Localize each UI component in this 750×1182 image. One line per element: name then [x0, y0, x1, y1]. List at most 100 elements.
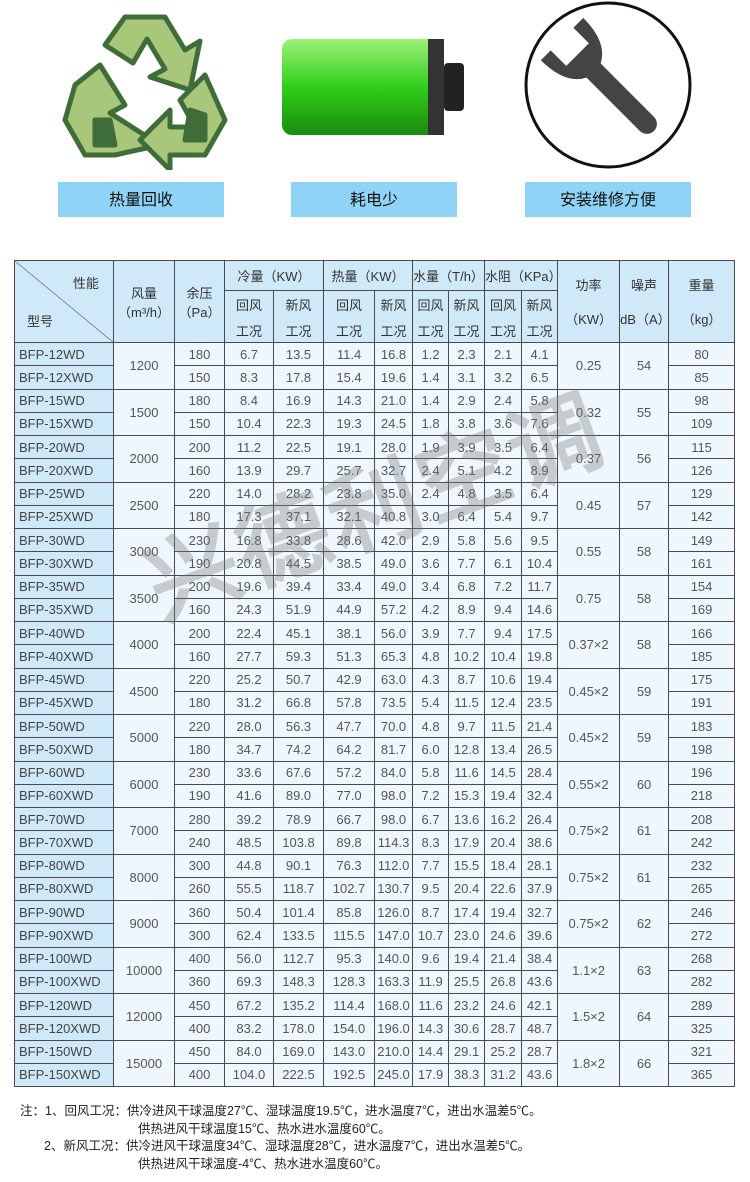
cell-pressure: 220 — [174, 481, 225, 506]
cell-heating-fresh: 168.0 — [374, 992, 414, 1018]
cell-water-return: 1.8 — [412, 411, 450, 437]
cell-water-fresh: 11.6 — [448, 760, 486, 785]
cell-water-return: 6.0 — [412, 737, 450, 762]
cell-resistance-fresh: 38.6 — [521, 830, 559, 855]
cell-model: BFP-25XWD — [14, 504, 114, 530]
cell-cooling-return: 13.9 — [224, 458, 274, 483]
cell-resistance-fresh: 9.5 — [521, 527, 559, 553]
cell-cooling-return: 25.2 — [224, 667, 274, 692]
table-row: BFP-80XWD 260 55.5 118.7 102.7 130.7 9.5 20.4 22… — [14, 876, 736, 902]
note-line: 2、新风工况：供冷进风干球温度34℃、湿球温度28℃，进水温度7℃，进出水温差5… — [44, 1139, 531, 1153]
cell-resistance-fresh: 8.9 — [521, 458, 559, 483]
cell-weight: 198 — [668, 737, 736, 762]
cell-resistance-return: 4.2 — [484, 458, 523, 483]
cell-model: BFP-60XWD — [14, 783, 114, 809]
cell-cooling-return: 62.4 — [224, 923, 274, 948]
header-cooling: 冷量（KW） — [223, 260, 325, 291]
cell-model: BFP-35XWD — [14, 597, 114, 623]
cell-cooling-fresh: 44.5 — [272, 551, 325, 576]
cell-resistance-fresh: 28.4 — [521, 760, 559, 785]
cell-heating-return: 192.5 — [323, 1062, 376, 1088]
cell-cooling-fresh: 28.2 — [272, 481, 325, 506]
cell-water-return: 4.3 — [412, 667, 450, 692]
cell-model: BFP-40WD — [14, 620, 114, 646]
cell-cooling-fresh: 13.5 — [272, 341, 325, 367]
cell-airflow: 10000 — [113, 946, 175, 994]
cell-noise: 62 — [619, 900, 670, 948]
cell-cooling-return: 84.0 — [224, 1039, 274, 1064]
cell-resistance-return: 2.1 — [484, 341, 523, 367]
cell-cooling-return: 28.0 — [224, 713, 274, 739]
table-row: BFP-35XWD 160 24.3 51.9 44.9 57.2 4.2 8.9 9.4 14.… — [14, 597, 736, 623]
cell-water-fresh: 3.1 — [448, 365, 486, 390]
cell-water-fresh: 17.4 — [448, 899, 486, 925]
cell-pressure: 160 — [174, 644, 225, 669]
cell-weight: 109 — [668, 411, 736, 437]
header-fresh-air-condition: 工况 — [374, 318, 414, 343]
cell-airflow: 4000 — [113, 621, 175, 669]
cell-power: 0.75×2 — [557, 900, 621, 948]
cell-resistance-fresh: 5.8 — [521, 388, 559, 413]
cell-model: BFP-80XWD — [14, 876, 114, 902]
cell-resistance-return: 3.5 — [484, 481, 523, 506]
cell-cooling-return: 55.5 — [224, 876, 274, 902]
table-row: BFP-100XWD 360 69.3 148.3 128.3 163.3 11.9 25.5… — [14, 969, 736, 995]
cell-heating-return: 38.1 — [323, 620, 376, 646]
cell-power: 0.25 — [557, 342, 621, 390]
cell-resistance-fresh: 17.5 — [521, 620, 559, 646]
cell-weight: 208 — [668, 806, 736, 832]
cell-heating-fresh: 130.7 — [374, 876, 414, 902]
header-return-air: 回风 — [484, 290, 523, 319]
cell-cooling-return: 69.3 — [224, 969, 274, 995]
cell-water-return: 8.3 — [412, 830, 450, 855]
cell-weight: 183 — [668, 713, 736, 739]
cell-model: BFP-25WD — [14, 481, 114, 506]
cell-heating-fresh: 56.0 — [374, 620, 414, 646]
header-pressure: 余压 （Pa） — [174, 260, 225, 343]
cell-water-return: 2.4 — [412, 458, 450, 483]
cell-water-fresh: 38.3 — [448, 1062, 486, 1088]
cell-resistance-return: 19.4 — [484, 783, 523, 809]
cell-model: BFP-30WD — [14, 527, 114, 553]
table-body: BFP-12WD 1200 180 6.7 13.5 11.4 16.8 1.2 2.3 2.1 4… — [14, 341, 736, 1088]
cell-water-fresh: 9.7 — [448, 713, 486, 739]
cell-pressure: 190 — [174, 783, 225, 809]
cell-water-fresh: 13.6 — [448, 806, 486, 832]
cell-pressure: 450 — [174, 1039, 225, 1064]
cell-cooling-return: 83.2 — [224, 1016, 274, 1041]
cell-heating-fresh: 98.0 — [374, 806, 414, 832]
cell-model: BFP-120XWD — [14, 1016, 114, 1041]
cell-model: BFP-90XWD — [14, 923, 114, 948]
cell-heating-fresh: 28.0 — [374, 434, 414, 460]
cell-resistance-return: 26.8 — [484, 969, 523, 995]
cell-weight: 169 — [668, 597, 736, 623]
cell-cooling-fresh: 112.7 — [272, 946, 325, 971]
cell-model: BFP-120WD — [14, 992, 114, 1018]
cell-model: BFP-50WD — [14, 713, 114, 739]
cell-weight: 321 — [668, 1039, 736, 1064]
cell-water-fresh: 25.5 — [448, 969, 486, 995]
cell-heating-return: 66.7 — [323, 806, 376, 832]
cell-heating-return: 15.4 — [323, 365, 376, 390]
cell-heating-fresh: 73.5 — [374, 690, 414, 716]
cell-heating-fresh: 196.0 — [374, 1016, 414, 1041]
cell-cooling-fresh: 33.8 — [272, 527, 325, 553]
table-row: BFP-15WD 1500 180 8.4 16.9 14.3 21.0 1.4 2.9 2.4 5… — [14, 388, 736, 436]
cell-water-return: 9.5 — [412, 876, 450, 902]
cell-heating-fresh: 32.7 — [374, 458, 414, 483]
header-diagonal: 性能 型号 — [14, 260, 114, 343]
cell-resistance-return: 28.7 — [484, 1016, 523, 1041]
cell-resistance-fresh: 26.4 — [521, 806, 559, 832]
cell-water-return: 2.9 — [412, 527, 450, 553]
cell-weight: 126 — [668, 458, 736, 483]
cell-power: 0.45×2 — [557, 667, 621, 715]
cell-cooling-fresh: 50.7 — [272, 667, 325, 692]
cell-water-fresh: 8.7 — [448, 667, 486, 692]
cell-resistance-fresh: 39.6 — [521, 923, 559, 948]
cell-water-return: 7.2 — [412, 783, 450, 809]
table-row: BFP-70WD 7000 280 39.2 78.9 66.7 98.0 6.7 13.6 16… — [14, 806, 736, 855]
cell-heating-fresh: 140.0 — [374, 946, 414, 971]
cell-noise: 60 — [619, 760, 670, 808]
cell-water-return: 9.6 — [412, 946, 450, 971]
cell-cooling-fresh: 103.8 — [272, 830, 325, 855]
